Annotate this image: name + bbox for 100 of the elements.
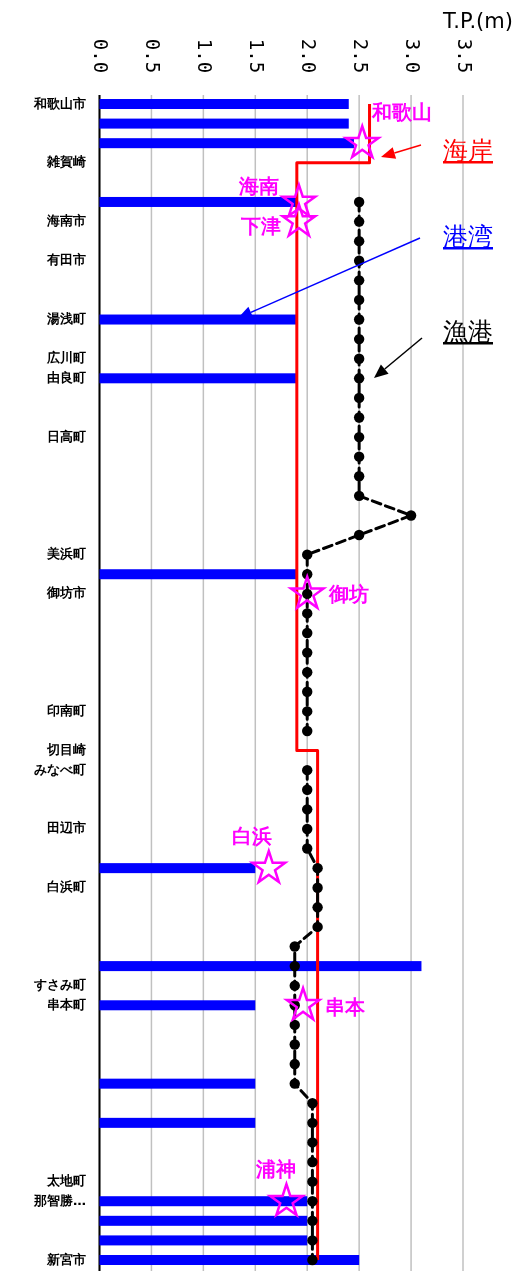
point <box>302 843 313 854</box>
x-tick-label: 1.5 <box>245 38 268 74</box>
bar <box>99 373 297 384</box>
bar <box>99 569 297 580</box>
point <box>302 608 313 619</box>
point <box>302 764 313 776</box>
bar <box>99 1235 308 1246</box>
data-label: 下津 <box>239 214 281 239</box>
y-tick-label: 御坊市 <box>46 585 86 601</box>
point <box>307 1117 318 1129</box>
point <box>353 314 365 325</box>
point <box>353 451 365 462</box>
point <box>307 1196 318 1207</box>
point <box>307 1235 318 1246</box>
text: 漁港 <box>443 317 493 346</box>
y-tick-label: すさみ町 <box>33 977 86 993</box>
point <box>302 549 313 560</box>
y-tick-label: 湯浅町 <box>46 311 86 327</box>
point <box>266 1180 307 1219</box>
point <box>283 984 323 1023</box>
data-label: 浦神 <box>255 1156 297 1181</box>
x-tick-label: 1.0 <box>193 38 216 74</box>
y-tick-label: 新宮市 <box>46 1251 86 1267</box>
point <box>312 862 323 874</box>
point <box>353 392 365 404</box>
data-label: 白浜 <box>231 823 272 848</box>
y-tick-label: 有田市 <box>46 252 86 268</box>
y-tick-label: 串本町 <box>47 996 86 1012</box>
bar <box>99 1215 308 1226</box>
bar <box>99 1196 308 1207</box>
x-tick-label: 2.0 <box>297 38 320 74</box>
point <box>353 275 365 286</box>
bar <box>99 314 297 325</box>
point <box>302 706 313 717</box>
bar <box>99 1000 256 1011</box>
x-tick-label: 3.0 <box>401 38 424 74</box>
y-tick-label: 日高町 <box>47 428 86 444</box>
point <box>289 1078 300 1089</box>
point <box>353 333 365 345</box>
point <box>289 1039 300 1050</box>
point <box>353 353 365 364</box>
data-label: 和歌山 <box>371 99 433 124</box>
point <box>289 960 300 972</box>
data-label: 串本 <box>325 994 367 1019</box>
point <box>302 725 313 737</box>
x-tick-label: 0.0 <box>90 38 112 74</box>
point <box>353 235 365 247</box>
point <box>307 1156 318 1168</box>
y-tick-label: 白浜町 <box>47 879 86 895</box>
point <box>302 627 313 639</box>
point <box>302 804 313 815</box>
y-tick-label: 広川町 <box>46 350 86 366</box>
point <box>353 529 365 541</box>
point <box>353 216 365 227</box>
bar <box>99 1255 360 1265</box>
bar <box>99 863 256 874</box>
x-tick-label: 0.5 <box>141 38 164 74</box>
point <box>307 1254 318 1266</box>
y-tick-label: 太地町 <box>46 1173 86 1189</box>
point <box>307 1215 318 1227</box>
point <box>353 196 365 208</box>
point <box>312 902 323 913</box>
x-axis-title: T.P.(m) <box>442 9 513 33</box>
x-tick-label: 3.5 <box>453 38 476 74</box>
point <box>302 667 313 678</box>
point <box>302 823 313 835</box>
bar <box>99 1078 256 1089</box>
point <box>353 490 365 502</box>
y-tick-label: 海南市 <box>46 213 86 229</box>
point <box>353 431 365 443</box>
point <box>353 412 365 423</box>
point <box>289 980 300 991</box>
y-tick-label: みなべ町 <box>34 761 86 777</box>
y-tick-label: 由良町 <box>47 369 86 385</box>
point <box>405 510 417 521</box>
point <box>312 921 323 933</box>
x-tick-label: 2.5 <box>349 38 372 74</box>
point <box>302 686 313 697</box>
point <box>289 1019 300 1031</box>
y-tick-label: 印南町 <box>47 702 86 718</box>
bar <box>99 1117 256 1128</box>
bar <box>99 99 349 109</box>
point <box>307 1098 318 1109</box>
point <box>289 941 300 952</box>
y-tick-label: 那智勝… <box>33 1192 86 1208</box>
legend-label: 海岸 <box>443 136 493 165</box>
y-tick-label: 田辺市 <box>47 820 86 836</box>
y-tick-label: 雑賀崎 <box>46 154 86 170</box>
y-tick-label: 切目崎 <box>46 742 86 758</box>
point <box>307 1176 318 1187</box>
bar <box>99 196 297 207</box>
point <box>353 373 365 384</box>
point <box>312 882 323 893</box>
bar <box>99 138 354 149</box>
text: 港湾 <box>443 222 493 251</box>
y-tick-label: 和歌山市 <box>33 95 86 111</box>
y-tick-label: 美浜町 <box>46 546 86 562</box>
data-label: 海南 <box>237 174 279 199</box>
point <box>289 1058 300 1070</box>
point <box>353 294 365 306</box>
